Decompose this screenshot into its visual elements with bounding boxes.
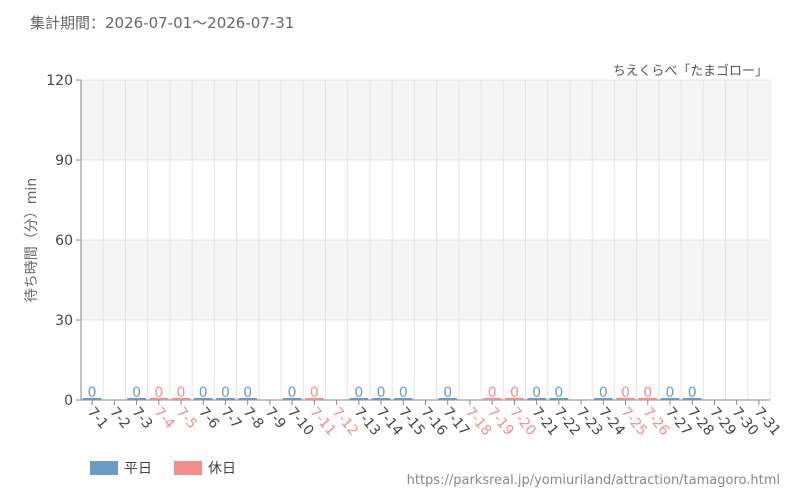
data-label-7-1: 0 bbox=[88, 385, 97, 401]
legend-swatch-holiday bbox=[174, 461, 202, 475]
data-label-7-24: 0 bbox=[599, 385, 608, 401]
bar-7-21 bbox=[527, 398, 546, 400]
bar-7-20 bbox=[505, 398, 524, 400]
data-label-7-4: 0 bbox=[154, 385, 163, 401]
bar-7-14 bbox=[371, 398, 391, 400]
legend-item-weekday: 平日 bbox=[90, 458, 152, 478]
data-label-7-28: 0 bbox=[688, 385, 697, 401]
bar-7-10 bbox=[282, 398, 302, 400]
bar-7-25 bbox=[616, 398, 635, 400]
bar-7-13 bbox=[349, 398, 369, 400]
bar-7-26 bbox=[638, 398, 658, 400]
y-tick-label: 90 bbox=[55, 153, 73, 169]
x-tick-label-7-5: 7-5 bbox=[173, 404, 200, 432]
x-tick-label-7-2: 7-2 bbox=[106, 404, 133, 432]
y-axis-label: 待ち時間（分）min bbox=[24, 178, 40, 302]
data-label-7-22: 0 bbox=[554, 385, 563, 401]
legend-label-weekday: 平日 bbox=[124, 461, 152, 477]
data-label-7-15: 0 bbox=[399, 385, 408, 401]
bar-7-5 bbox=[171, 398, 191, 400]
data-label-7-7: 0 bbox=[221, 385, 230, 401]
bar-7-27 bbox=[660, 398, 680, 400]
data-label-7-19: 0 bbox=[488, 385, 497, 401]
data-label-7-10: 0 bbox=[288, 385, 297, 401]
data-label-7-3: 0 bbox=[132, 385, 141, 401]
data-label-7-14: 0 bbox=[377, 385, 386, 401]
bar-7-15 bbox=[393, 398, 413, 400]
attraction-title: ちえくらべ「たまゴロー」 bbox=[612, 64, 768, 79]
bar-7-19 bbox=[482, 398, 502, 400]
y-tick-label: 0 bbox=[64, 393, 73, 409]
bar-7-24 bbox=[593, 398, 613, 400]
legend-item-holiday: 休日 bbox=[174, 458, 236, 478]
x-tick-label-7-4: 7-4 bbox=[151, 404, 178, 432]
data-label-7-11: 0 bbox=[310, 385, 319, 401]
legend-label-holiday: 休日 bbox=[208, 461, 236, 477]
bar-7-7 bbox=[216, 398, 235, 400]
y-tick-label: 30 bbox=[55, 313, 73, 329]
data-label-7-27: 0 bbox=[666, 385, 675, 401]
bar-7-3 bbox=[127, 398, 146, 400]
bar-7-1 bbox=[82, 398, 102, 400]
data-label-7-5: 0 bbox=[177, 385, 186, 401]
data-label-7-26: 0 bbox=[643, 385, 652, 401]
legend-swatch-weekday bbox=[90, 461, 118, 475]
y-tick-label: 120 bbox=[46, 73, 73, 89]
data-label-7-6: 0 bbox=[199, 385, 208, 401]
data-label-7-25: 0 bbox=[621, 385, 630, 401]
bar-7-28 bbox=[682, 398, 702, 400]
bar-7-8 bbox=[238, 398, 258, 400]
period-label: 集計期間：2026-07-01～2026-07-31 bbox=[30, 14, 295, 32]
bar-7-17 bbox=[438, 398, 458, 400]
data-label-7-20: 0 bbox=[510, 385, 519, 401]
x-tick-label-7-9: 7-9 bbox=[262, 404, 289, 432]
plot-band bbox=[81, 240, 770, 320]
bar-7-22 bbox=[549, 398, 569, 400]
plot-band bbox=[81, 80, 770, 160]
bar-7-11 bbox=[305, 398, 324, 400]
x-tick-label-7-3: 7-3 bbox=[129, 404, 156, 432]
x-tick-label-7-8: 7-8 bbox=[240, 404, 267, 432]
x-tick-label-7-7: 7-7 bbox=[217, 404, 244, 432]
data-label-7-13: 0 bbox=[354, 385, 363, 401]
data-label-7-8: 0 bbox=[243, 385, 252, 401]
data-label-7-17: 0 bbox=[443, 385, 452, 401]
legend: 平日 休日 bbox=[90, 458, 236, 478]
bar-7-6 bbox=[193, 398, 213, 400]
y-tick-label: 60 bbox=[55, 233, 73, 249]
bar-7-4 bbox=[149, 398, 169, 400]
x-tick-label-7-1: 7-1 bbox=[84, 404, 111, 432]
source-url: https://parksreal.jp/yomiuriland/attract… bbox=[406, 473, 780, 488]
data-label-7-21: 0 bbox=[532, 385, 541, 401]
x-tick-label-7-6: 7-6 bbox=[195, 404, 222, 432]
